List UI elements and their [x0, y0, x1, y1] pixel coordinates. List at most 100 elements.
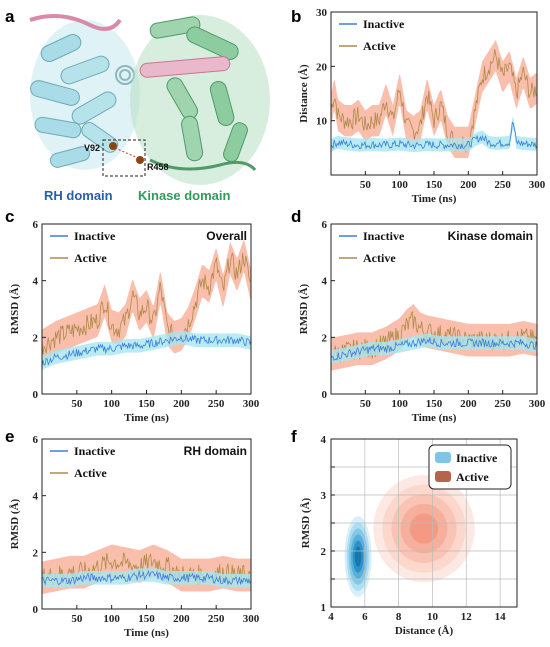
x-tick-label: 300	[529, 398, 546, 410]
y-tick-label: 1	[321, 602, 327, 614]
series-band-inactive	[42, 568, 251, 588]
x-tick-label: 150	[138, 398, 155, 410]
x-tick-label: 200	[460, 398, 477, 410]
x-tick-label: 14	[495, 611, 507, 623]
panel-letter-b: b	[291, 7, 301, 26]
residue-distance-line	[114, 147, 139, 159]
x-tick-label: 100	[103, 613, 120, 625]
y-tick-label: 30	[316, 7, 328, 19]
x-tick-label: 300	[243, 613, 260, 625]
plot-frame	[330, 223, 538, 395]
y-tick-label: 2	[321, 546, 327, 558]
y-tick-label: 6	[33, 434, 39, 446]
residue-r458-label: R458	[147, 162, 169, 172]
y-tick-label: 6	[33, 219, 39, 231]
y-tick-label: 0	[322, 389, 328, 401]
chart-title: RH domain	[184, 444, 247, 458]
x-axis-label: Time (ns)	[124, 627, 169, 639]
residue-v92-marker	[109, 142, 117, 150]
x-tick-label: 4	[328, 611, 334, 623]
density-contour-inactive	[354, 546, 362, 567]
x-tick-label: 250	[494, 179, 511, 191]
y-tick-label: 2	[33, 332, 39, 344]
x-axis-label: Distance (Å)	[395, 625, 454, 637]
x-tick-label: 50	[71, 398, 83, 410]
x-tick-label: 150	[426, 179, 443, 191]
x-tick-label: 12	[461, 611, 473, 623]
y-tick-label: 20	[316, 61, 328, 73]
residue-r458-marker	[136, 156, 144, 164]
y-tick-label: 2	[322, 332, 328, 344]
series-line-inactive	[41, 334, 252, 367]
density-contour-active	[409, 513, 439, 544]
x-tick-label: 8	[396, 611, 402, 623]
legend-swatch-active	[435, 471, 451, 482]
series-line-inactive	[330, 337, 538, 361]
x-tick-label: 50	[71, 613, 83, 625]
y-axis-label: RMSD (Å)	[298, 283, 310, 334]
legend-label-active: Active	[363, 251, 396, 265]
panel-letter-c: c	[5, 207, 14, 226]
chart-e-rh-rmsd: 50 100 150 200 250 300 0 2 4 6 Time (ns) RMSD (Å) In…	[9, 434, 260, 639]
series-line-inactive	[330, 121, 538, 151]
x-tick-label: 300	[243, 398, 260, 410]
y-tick-label: 3	[321, 490, 327, 502]
series-band-active	[42, 239, 251, 363]
chart-d-kinase-rmsd: 50 100 150 200 250 300 0 2 4 6 Time (ns) RMSD (Å) In…	[298, 219, 546, 424]
x-tick-label: 250	[494, 398, 511, 410]
chart-title: Kinase domain	[448, 229, 533, 243]
x-tick-label: 50	[360, 398, 372, 410]
x-tick-label: 50	[360, 179, 372, 191]
y-axis-label: Distance (Å)	[298, 64, 310, 123]
panel-letter-d: d	[291, 207, 301, 226]
legend-label-inactive: Inactive	[363, 229, 405, 243]
x-tick-label: 10	[427, 611, 439, 623]
x-axis-label: Time (ns)	[412, 193, 457, 205]
legend-label-active: Active	[74, 466, 107, 480]
y-axis-label: RMSD (Å)	[300, 497, 312, 548]
x-tick-label: 300	[529, 179, 546, 191]
rh-domain-label: RH domain	[44, 188, 113, 203]
x-tick-label: 250	[208, 613, 225, 625]
y-tick-label: 10	[316, 116, 328, 128]
y-tick-label: 0	[33, 389, 39, 401]
legend-label-inactive: Inactive	[74, 229, 116, 243]
x-tick-label: 200	[173, 613, 190, 625]
y-tick-label: 6	[322, 219, 328, 231]
y-tick-label: 0	[33, 604, 39, 616]
y-tick-label: 4	[33, 276, 39, 288]
rh-domain-ribbon	[29, 14, 140, 170]
kinase-domain-ribbon	[130, 15, 270, 185]
legend-label-inactive: Inactive	[363, 17, 405, 31]
series-band-active	[331, 39, 537, 159]
interaction-box	[102, 139, 146, 177]
x-tick-label: 6	[362, 611, 368, 623]
chart-title: Overall	[206, 229, 247, 243]
legend-label-active: Active	[456, 470, 489, 484]
y-tick-label: 4	[321, 434, 327, 446]
kinase-domain-label: Kinase domain	[138, 188, 231, 203]
x-axis-label: Time (ns)	[124, 412, 169, 424]
series-line-active	[41, 252, 252, 355]
chart-c-overall-rmsd: 50 100 150 200 250 300 0 2 4 6 Time (ns) RMSD (Å) In…	[9, 219, 260, 424]
y-tick-label: 4	[322, 276, 328, 288]
protein-structure-illustration: V92 R458 RH domain Kinase domain	[29, 14, 270, 203]
legend-label-active: Active	[363, 39, 396, 53]
y-tick-label: 4	[33, 491, 39, 503]
legend-label-inactive: Inactive	[456, 451, 498, 465]
y-tick-label: 2	[33, 547, 39, 559]
x-tick-label: 100	[391, 179, 408, 191]
panel-letter-f: f	[291, 427, 297, 446]
legend-label-active: Active	[74, 251, 107, 265]
series-line-active	[330, 49, 538, 153]
legend-swatch-inactive	[435, 452, 451, 463]
x-tick-label: 200	[460, 179, 477, 191]
x-tick-label: 150	[426, 398, 443, 410]
series-line-inactive	[41, 569, 252, 586]
residue-v92-label: V92	[84, 143, 100, 153]
x-tick-label: 250	[208, 398, 225, 410]
x-axis-label: Time (ns)	[412, 412, 457, 424]
legend-label-inactive: Inactive	[74, 444, 116, 458]
y-axis-label: RMSD (Å)	[9, 498, 21, 549]
